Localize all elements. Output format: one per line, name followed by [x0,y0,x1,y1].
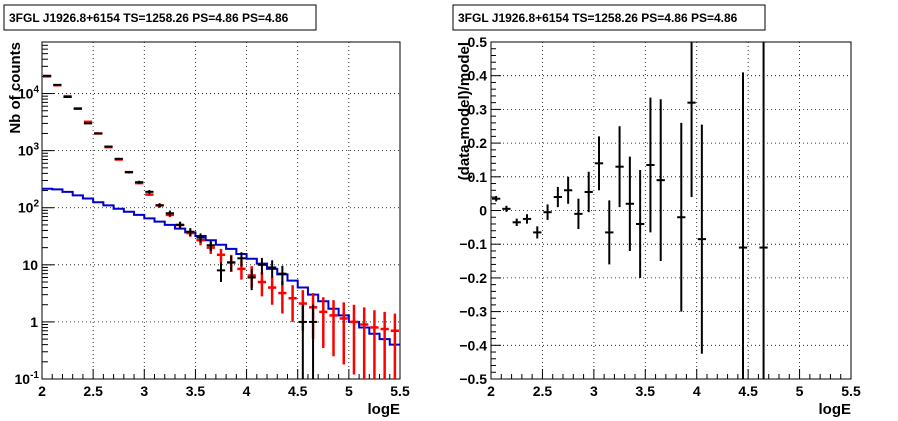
y-tick-label: −0.5 [459,371,487,387]
x-tick-label: 5 [345,383,353,399]
x-tick-label: 4.5 [738,383,758,399]
x-tick-label: 4 [243,383,251,399]
y-tick-label: −0.1 [459,236,487,252]
y-tick-label: 0.2 [468,135,488,151]
x-tick-label: 2.5 [533,383,553,399]
x-tick-label: 3.5 [636,383,656,399]
title-box [3,4,317,31]
left-panel-counts: 3FGL J1926.8+6154 TS=1258.26 PS=4.86 PS=… [3,4,410,418]
right-panel-residuals: 3FGL J1926.8+6154 TS=1258.26 PS=4.86 PS=… [452,4,861,418]
x-tick-label: 5 [796,383,804,399]
y-tick-label: 0.3 [468,101,488,117]
y-axis-title: Nb of counts [7,42,24,134]
x-tick-label: 5.5 [841,383,861,399]
y-tick-label: −0.2 [459,270,487,286]
y-tick-label: 0 [479,203,487,219]
x-tick-label: 2 [487,383,495,399]
model-step-line [42,187,400,346]
x-tick-label: 5.5 [390,383,410,399]
y-tick-label: 1 [30,314,38,330]
x-tick-label: 4.5 [288,383,308,399]
plot-frame [41,41,401,380]
y-axis-title: (data-model)/model [456,42,473,180]
y-tick-label: 0.5 [468,34,488,50]
y-tick-label: −0.4 [459,337,487,353]
x-tick-label: 3 [590,383,598,399]
x-tick-label: 3 [140,383,148,399]
x-tick-label: 4 [693,383,701,399]
chart-title: 3FGL J1926.8+6154 TS=1258.26 PS=4.86 PS=… [458,11,738,25]
y-tick-label: 104 [18,85,40,102]
x-tick-label: 2 [38,383,46,399]
y-tick-label: 10-1 [15,370,40,387]
x-tick-label: 3.5 [186,383,206,399]
x-axis-title: logE [368,401,401,418]
x-axis-title: logE [819,401,852,418]
chart-title: 3FGL J1926.8+6154 TS=1258.26 PS=4.86 PS=… [9,11,289,25]
y-tick-label: 0.1 [468,169,488,185]
y-tick-label: 102 [18,199,40,216]
y-tick-label: 103 [18,142,40,159]
y-tick-label: −0.3 [459,304,487,320]
title-box [452,4,766,31]
x-tick-label: 2.5 [83,383,103,399]
y-tick-label: 0.4 [468,68,488,84]
y-tick-label: 10 [22,257,38,273]
